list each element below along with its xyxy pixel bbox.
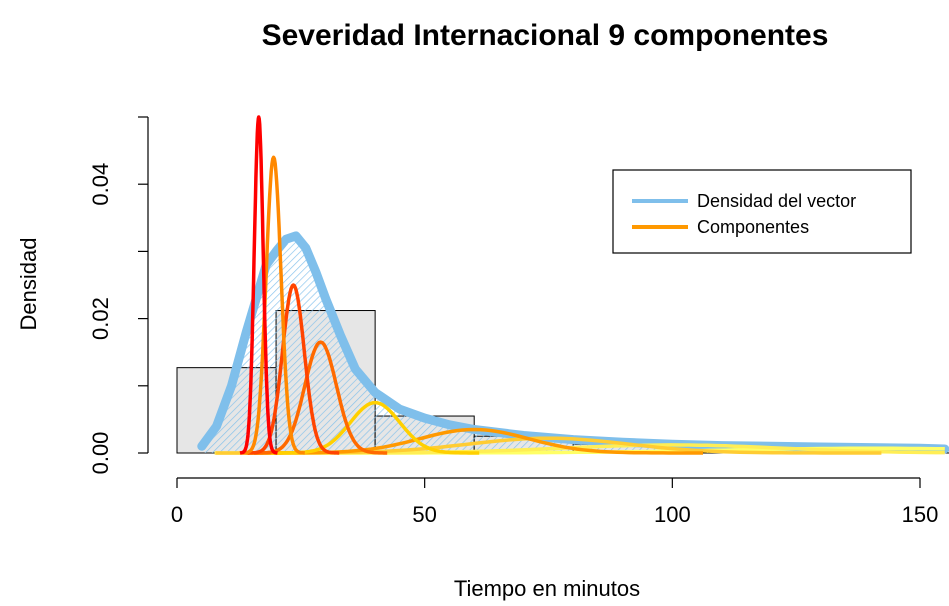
component-curve [238, 115, 279, 455]
x-tick-label: 50 [412, 502, 436, 527]
x-axis-label: Tiempo en minutos [454, 576, 640, 601]
legend: Densidad del vector Componentes [612, 169, 912, 254]
axes: 0 50 100 150 0.00 0.02 0.04 [88, 116, 939, 527]
legend-label-components: Componentes [697, 217, 809, 237]
chart-title: Severidad Internacional 9 componentes [262, 19, 829, 52]
x-tick-label: 0 [171, 502, 183, 527]
legend-box [612, 169, 912, 254]
y-axis-label: Densidad [16, 238, 41, 331]
component-curve [245, 427, 703, 455]
x-tick-label: 150 [902, 502, 939, 527]
legend-label-density: Densidad del vector [697, 191, 856, 211]
y-tick-label: 0.00 [88, 432, 113, 475]
component-curve [271, 400, 480, 455]
component-curve [247, 283, 340, 455]
x-tick-label: 100 [654, 502, 691, 527]
component-curve [253, 340, 388, 455]
component-curve [241, 155, 306, 455]
component-curves [214, 115, 945, 455]
y-tick-label: 0.02 [88, 297, 113, 340]
y-tick-label: 0.04 [88, 163, 113, 206]
